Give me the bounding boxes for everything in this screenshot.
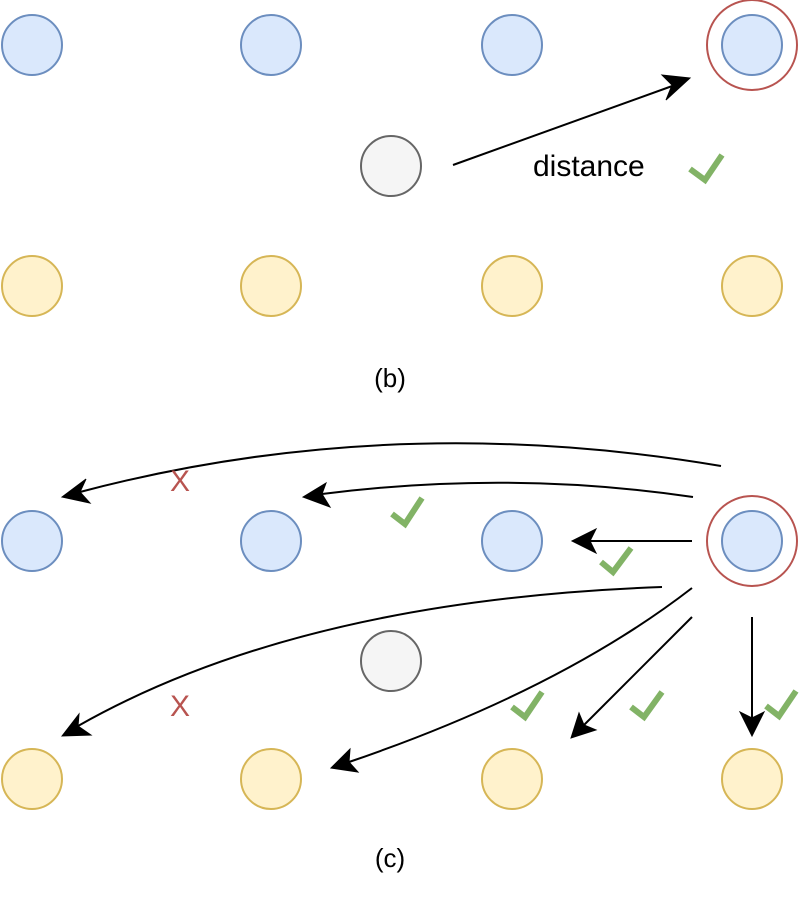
arrowhead [60, 712, 93, 737]
panel-b: distance (b) [1, 0, 798, 393]
yellow-node [240, 748, 302, 810]
yellow-node [1, 748, 63, 810]
highlight-ring [706, 0, 798, 91]
check-icon [629, 690, 665, 722]
blue-node [1, 510, 63, 572]
yellow-node [481, 255, 543, 317]
arrowhead [570, 711, 598, 739]
blue-node [481, 14, 543, 76]
arrowhead [570, 527, 598, 555]
blue-node [240, 14, 302, 76]
cross-icon: X [170, 690, 190, 723]
query-node [360, 630, 422, 692]
yellow-node [721, 255, 783, 317]
selected-blue-node [721, 510, 783, 572]
edge-to-far-blue [79, 442, 722, 493]
arrowhead [660, 74, 692, 101]
panel-c: X X (c) [1, 442, 799, 873]
yellow-node [240, 255, 302, 317]
selected-blue-node [721, 14, 783, 76]
yellow-node [481, 748, 543, 810]
edge-to-mid-yellow [348, 587, 693, 763]
distance-arrow [452, 84, 676, 166]
check-icon [599, 546, 634, 577]
check-icon [764, 689, 799, 721]
arrowhead [329, 747, 360, 773]
arrowhead [738, 710, 766, 738]
blue-node [240, 510, 302, 572]
yellow-node [721, 748, 783, 810]
yellow-node [1, 255, 63, 317]
edge-to-near-yellow [583, 616, 693, 726]
check-icon [510, 690, 545, 722]
edge-to-mid-blue [321, 481, 694, 498]
query-node [360, 135, 422, 197]
check-icon [688, 153, 725, 185]
arrowhead [301, 481, 332, 508]
caption-c: (c) [375, 843, 405, 873]
check-icon [390, 496, 425, 529]
caption-b: (b) [374, 363, 406, 393]
blue-node [481, 510, 543, 572]
highlight-ring [706, 495, 798, 587]
arrowhead [60, 478, 92, 504]
cross-icon: X [170, 465, 190, 498]
edge-to-far-yellow [77, 586, 663, 727]
distance-label: distance [533, 150, 645, 183]
blue-node [1, 14, 63, 76]
